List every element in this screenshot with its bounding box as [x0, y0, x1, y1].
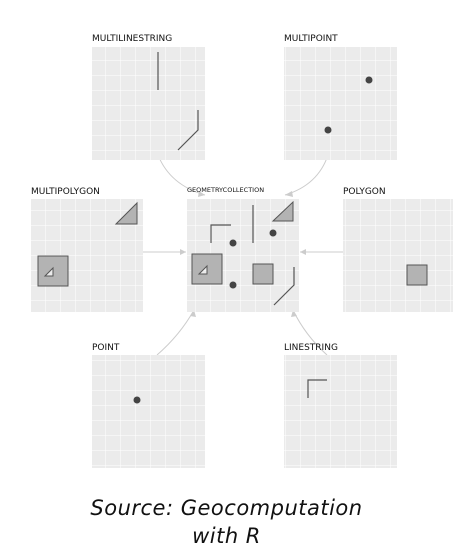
caption-source: Source: Geocomputation [90, 496, 363, 520]
panel-multilinestring: MULTILINESTRING [92, 34, 205, 160]
panel-title-multilinestring: MULTILINESTRING [92, 34, 172, 44]
point-marker [229, 281, 237, 289]
point-marker [365, 76, 373, 84]
panel-title-multipolygon: MULTIPOLYGON [31, 187, 100, 197]
point-marker [229, 239, 237, 247]
polygon-with-hole [191, 253, 223, 285]
arrowhead-icon [198, 191, 205, 197]
polygon-shape [114, 201, 138, 225]
point-marker [269, 229, 277, 237]
panel-point: POINT [92, 343, 205, 468]
caption-source-continued: with R [192, 524, 261, 548]
polygon-shape [406, 264, 428, 286]
panel-geometrycollection: GEOMETRYCOLLECTION [187, 186, 299, 312]
point-marker [133, 396, 141, 404]
panel-title-geometrycollection: GEOMETRYCOLLECTION [187, 186, 264, 194]
polygon-with-hole [37, 255, 69, 287]
panel-title-linestring: LINESTRING [284, 343, 338, 353]
panel-title-multipoint: MULTIPOINT [284, 34, 338, 44]
polygon-shape [271, 200, 294, 222]
line-segment [307, 379, 327, 398]
line-segment [177, 110, 199, 151]
panel-polygon: POLYGON [343, 187, 453, 312]
panel-title-polygon: POLYGON [343, 187, 386, 197]
arrow-multipoint-to-collection [284, 154, 329, 196]
panel-multipolygon: MULTIPOLYGON [31, 187, 143, 312]
arrowhead-icon [300, 249, 306, 255]
point-marker [324, 126, 332, 134]
line-segment [273, 267, 295, 306]
panel-multipoint: MULTIPOINT [284, 34, 397, 160]
arrowhead-icon [285, 191, 293, 197]
arrowhead-icon [180, 249, 186, 255]
panel-title-point: POINT [92, 343, 120, 353]
polygon-shape [252, 263, 274, 285]
panel-linestring: LINESTRING [284, 343, 397, 468]
line-segment [210, 224, 231, 243]
arrow-point-to-collection [156, 309, 195, 356]
